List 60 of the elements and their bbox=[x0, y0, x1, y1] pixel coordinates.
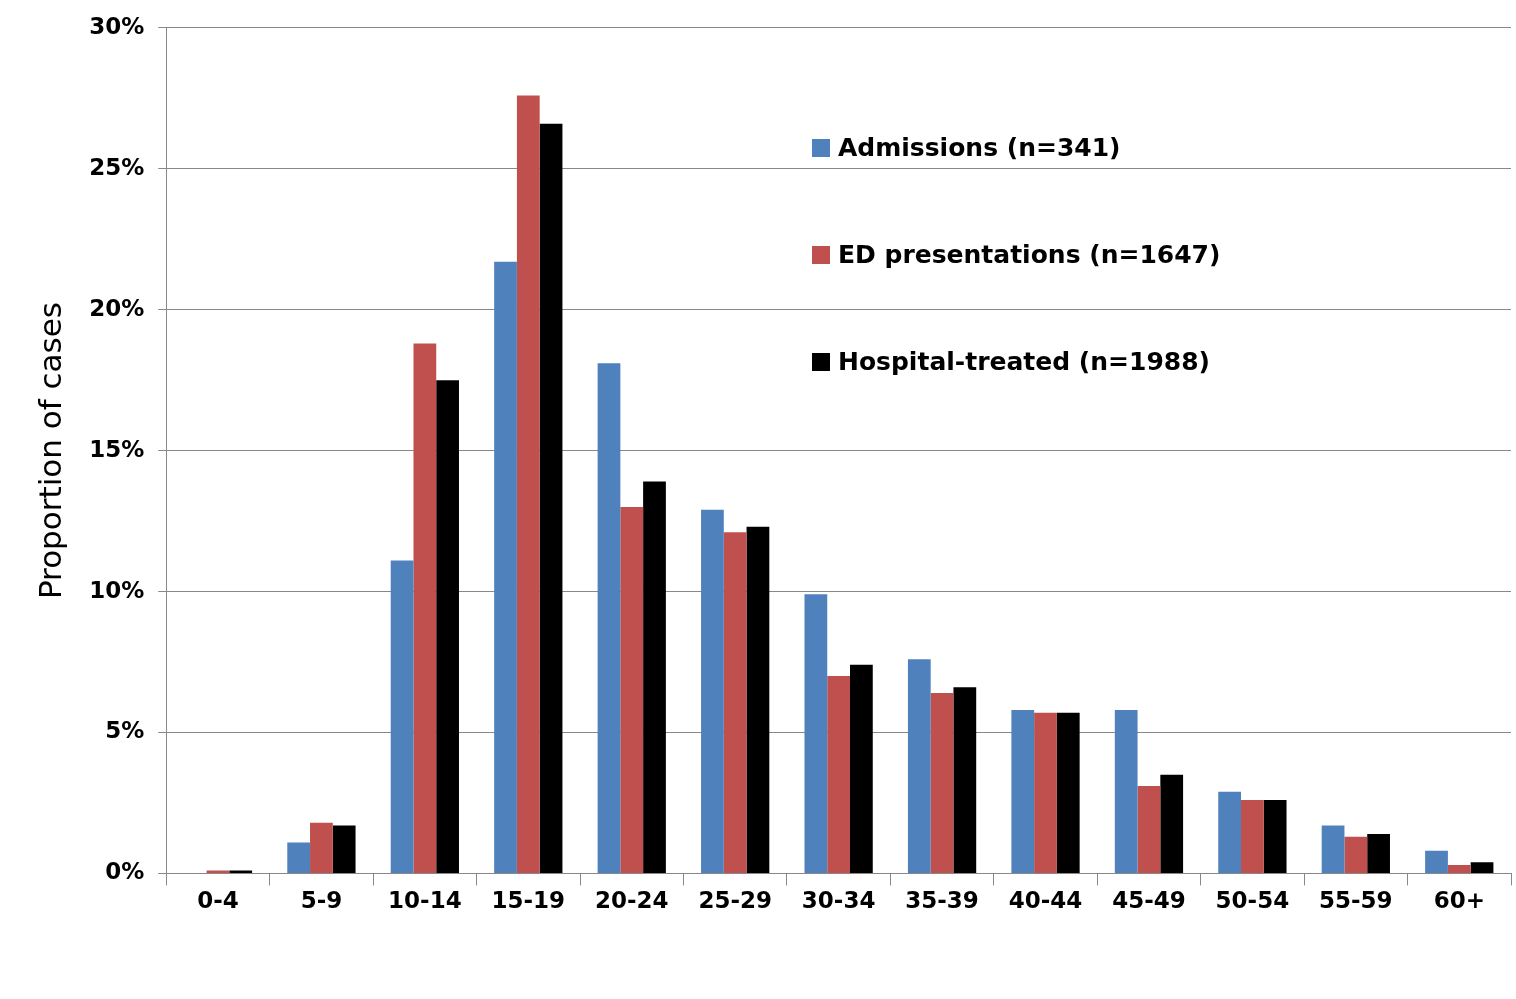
x-tick-label: 5-9 bbox=[300, 887, 343, 914]
x-tick-label: 15-19 bbox=[491, 887, 566, 914]
x-tick-label: 20-24 bbox=[594, 887, 669, 914]
bar bbox=[953, 687, 977, 873]
bar bbox=[494, 261, 517, 873]
bar bbox=[390, 560, 414, 873]
legend-label: ED presentations (n=1647) bbox=[838, 240, 1221, 269]
x-tick-label: 40-44 bbox=[1008, 887, 1083, 914]
bar bbox=[1241, 800, 1264, 873]
y-tick-label: 0% bbox=[105, 858, 145, 885]
bar bbox=[413, 343, 437, 873]
bar bbox=[1218, 791, 1242, 873]
bar bbox=[930, 693, 954, 873]
y-axis-title: Proportion of cases bbox=[31, 302, 68, 600]
bar bbox=[1263, 800, 1287, 873]
bar bbox=[332, 825, 356, 873]
bar bbox=[436, 380, 459, 873]
x-tick-label: 45-49 bbox=[1112, 887, 1186, 914]
bar bbox=[850, 664, 873, 873]
bar bbox=[516, 95, 540, 873]
bar bbox=[1011, 709, 1035, 873]
bar bbox=[1160, 774, 1184, 873]
x-tick-label: 30-34 bbox=[801, 887, 876, 914]
x-tick-label: 10-14 bbox=[388, 887, 462, 914]
legend-label: Admissions (n=341) bbox=[838, 133, 1121, 162]
bar bbox=[1425, 850, 1448, 873]
y-tick-label: 25% bbox=[89, 153, 145, 180]
bar bbox=[287, 842, 311, 873]
legend-label: Hospital-treated (n=1988) bbox=[838, 347, 1210, 376]
x-tick-label: 25-29 bbox=[698, 887, 772, 914]
bar bbox=[746, 526, 770, 873]
bar bbox=[643, 481, 666, 873]
bar bbox=[597, 363, 621, 873]
bar bbox=[1321, 825, 1345, 873]
bar bbox=[804, 594, 828, 873]
y-tick-label: 5% bbox=[105, 717, 145, 744]
bar bbox=[310, 822, 333, 873]
y-tick-label: 20% bbox=[89, 294, 145, 321]
x-tick-label: 35-39 bbox=[905, 887, 979, 914]
y-tick-label: 10% bbox=[89, 576, 145, 603]
bar bbox=[1367, 833, 1390, 873]
bar bbox=[1447, 864, 1471, 873]
bar bbox=[827, 676, 851, 873]
bar bbox=[1344, 836, 1368, 873]
bar bbox=[1470, 862, 1494, 873]
bar bbox=[539, 123, 563, 873]
bar bbox=[1137, 786, 1161, 873]
bar bbox=[1034, 712, 1057, 873]
bar bbox=[620, 506, 644, 873]
bar bbox=[1056, 712, 1080, 873]
bar bbox=[1114, 709, 1138, 873]
x-tick-label: 0-4 bbox=[197, 887, 239, 914]
x-tick-label: 50-54 bbox=[1215, 887, 1290, 914]
bar bbox=[701, 509, 724, 873]
bar bbox=[907, 659, 931, 873]
y-tick-label: 30% bbox=[89, 12, 145, 39]
x-tick-label: 55-59 bbox=[1319, 887, 1393, 914]
bar bbox=[723, 532, 747, 873]
x-tick-label: 60+ bbox=[1433, 887, 1485, 914]
y-tick-label: 15% bbox=[89, 435, 145, 462]
